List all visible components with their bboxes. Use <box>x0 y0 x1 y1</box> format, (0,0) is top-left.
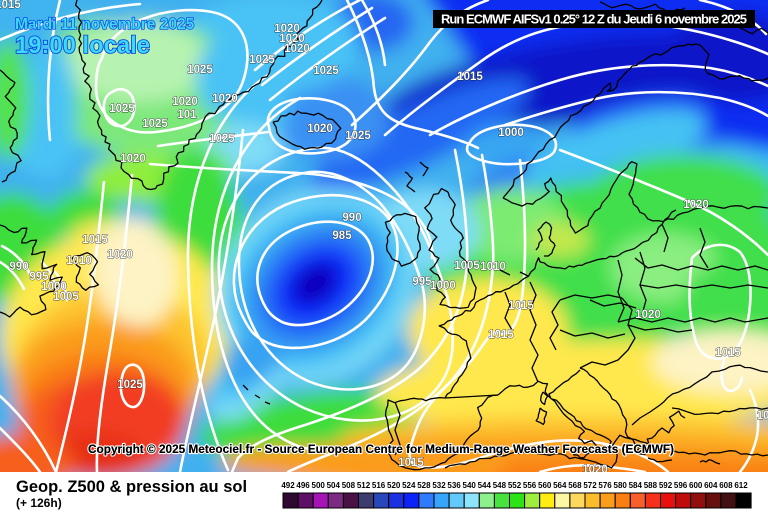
svg-text:1020: 1020 <box>307 123 333 135</box>
svg-text:1000: 1000 <box>430 280 456 292</box>
svg-text:Run ECMWF AIFSv1 0.25° 12 Z du: Run ECMWF AIFSv1 0.25° 12 Z du Jeudi 6 n… <box>441 12 747 27</box>
svg-text:612: 612 <box>734 481 748 490</box>
svg-text:1020: 1020 <box>212 93 238 105</box>
svg-text:1025: 1025 <box>249 54 275 66</box>
svg-text:568: 568 <box>568 481 582 490</box>
svg-text:1025: 1025 <box>345 130 371 142</box>
svg-text:1020: 1020 <box>120 153 146 165</box>
svg-text:580: 580 <box>614 481 628 490</box>
svg-text:596: 596 <box>674 481 688 490</box>
svg-text:990: 990 <box>342 212 361 224</box>
svg-text:504: 504 <box>327 481 341 490</box>
svg-text:520: 520 <box>387 481 401 490</box>
svg-text:101: 101 <box>177 109 197 121</box>
svg-text:492: 492 <box>281 481 295 490</box>
svg-text:1025: 1025 <box>187 64 213 76</box>
svg-text:516: 516 <box>372 481 386 490</box>
svg-text:1020: 1020 <box>279 33 305 45</box>
svg-text:544: 544 <box>478 481 492 490</box>
svg-text:536: 536 <box>447 481 461 490</box>
svg-text:19:00 locale: 19:00 locale <box>15 32 150 59</box>
svg-text:592: 592 <box>659 481 673 490</box>
svg-text:1015: 1015 <box>715 347 741 359</box>
svg-text:1000: 1000 <box>498 127 524 139</box>
svg-text:1020: 1020 <box>274 23 300 35</box>
svg-text:990: 990 <box>9 261 28 273</box>
svg-text:1015: 1015 <box>82 234 108 246</box>
svg-text:500: 500 <box>312 481 326 490</box>
svg-text:528: 528 <box>417 481 431 490</box>
svg-text:576: 576 <box>598 481 612 490</box>
svg-text:1025: 1025 <box>142 118 168 130</box>
svg-text:Copyright © 2025 Meteociel.fr: Copyright © 2025 Meteociel.fr - Source E… <box>88 442 674 456</box>
svg-text:(+ 126h): (+ 126h) <box>16 496 62 510</box>
svg-text:560: 560 <box>538 481 552 490</box>
svg-text:Geop. Z500 & pression au sol: Geop. Z500 & pression au sol <box>16 478 247 496</box>
svg-text:1020: 1020 <box>582 464 608 476</box>
svg-text:1015: 1015 <box>0 0 21 11</box>
svg-text:1010: 1010 <box>480 261 506 273</box>
svg-text:572: 572 <box>583 481 597 490</box>
svg-text:Mardi 11 novembre 2025: Mardi 11 novembre 2025 <box>15 16 195 33</box>
svg-text:552: 552 <box>508 481 522 490</box>
svg-text:1000: 1000 <box>41 281 67 293</box>
svg-text:604: 604 <box>704 481 718 490</box>
svg-text:600: 600 <box>689 481 703 490</box>
svg-text:584: 584 <box>629 481 643 490</box>
svg-text:1015: 1015 <box>508 300 534 312</box>
svg-text:608: 608 <box>719 481 733 490</box>
svg-text:985: 985 <box>332 230 352 242</box>
svg-text:1020: 1020 <box>284 43 310 55</box>
svg-text:Copyright © 2025 Meteociel.fr: Copyright © 2025 Meteociel.fr - Source E… <box>88 442 674 456</box>
svg-text:1005: 1005 <box>454 260 480 272</box>
svg-text:1025: 1025 <box>313 65 339 77</box>
svg-text:1025: 1025 <box>109 103 135 115</box>
svg-text:10: 10 <box>757 410 768 422</box>
svg-text:1010: 1010 <box>66 255 92 267</box>
svg-text:1020: 1020 <box>172 96 198 108</box>
svg-text:556: 556 <box>523 481 537 490</box>
svg-text:532: 532 <box>432 481 446 490</box>
svg-text:1015: 1015 <box>488 329 514 341</box>
svg-text:588: 588 <box>644 481 658 490</box>
svg-text:1025: 1025 <box>117 379 143 391</box>
svg-text:1020: 1020 <box>107 249 133 261</box>
svg-text:524: 524 <box>402 481 416 490</box>
svg-text:1020: 1020 <box>635 309 661 321</box>
svg-text:540: 540 <box>463 481 477 490</box>
svg-text:1005: 1005 <box>53 291 79 303</box>
svg-text:1015: 1015 <box>457 71 483 83</box>
svg-text:548: 548 <box>493 481 507 490</box>
svg-text:995: 995 <box>412 276 432 288</box>
svg-text:508: 508 <box>342 481 356 490</box>
svg-text:1015: 1015 <box>398 457 424 469</box>
svg-text:1025: 1025 <box>209 133 235 145</box>
svg-text:564: 564 <box>553 481 567 490</box>
svg-text:512: 512 <box>357 481 371 490</box>
svg-text:496: 496 <box>296 481 310 490</box>
svg-text:995: 995 <box>29 271 49 283</box>
svg-text:1020: 1020 <box>683 199 709 211</box>
